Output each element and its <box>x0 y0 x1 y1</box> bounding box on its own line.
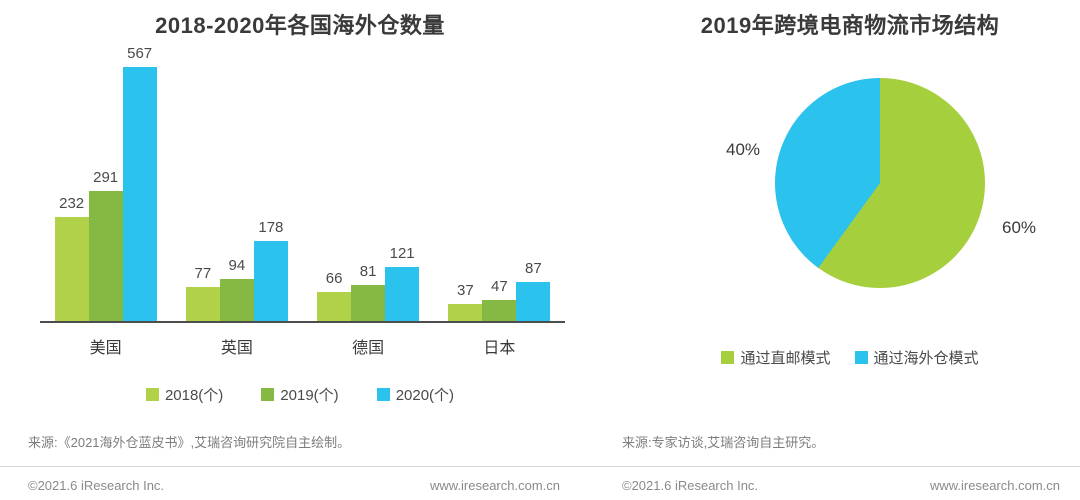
bar: 178 <box>253 219 288 321</box>
legend-label: 2020(个) <box>395 387 455 404</box>
x-axis-label: 英国 <box>220 340 253 357</box>
legend-label: 2018(个) <box>164 387 224 404</box>
bar-value-label: 66 <box>325 269 343 287</box>
bar-group-1: 232 291 567 <box>40 45 171 321</box>
bar: 81 <box>351 263 386 321</box>
pie-label-40-percent: 40% <box>726 140 761 159</box>
legend-label: 2019(个) <box>280 387 339 404</box>
legend-item: 2020(个) <box>376 384 455 405</box>
bar-value-label: 291 <box>93 168 119 186</box>
pie-label-60-percent: 60% <box>1002 218 1037 237</box>
bar-group-4: 37 47 87 <box>434 68 565 321</box>
x-axis-label: 日本 <box>483 340 516 357</box>
legend-label: 通过直邮模式 <box>740 350 831 367</box>
legend-swatch <box>721 351 735 364</box>
bar-category-row: 美国 英国 德国 日本 <box>40 334 565 358</box>
legend-swatch <box>854 351 868 364</box>
legend-swatch <box>376 388 390 401</box>
footer-divider <box>0 466 1080 467</box>
footer-right: ©2021.6 iResearch Inc. www.iresearch.com… <box>622 478 1060 493</box>
legend-item: 通过直邮模式 <box>721 347 831 368</box>
bar: 121 <box>385 245 420 321</box>
bar-value-label: 87 <box>525 260 542 278</box>
bar-value-label: 47 <box>491 278 508 295</box>
bar-value-label: 77 <box>194 264 212 282</box>
bar-chart-title: 2018-2020年各国海外仓数量 <box>155 13 445 38</box>
x-axis-label: 美国 <box>89 340 122 357</box>
bar-chart-panel: 2018-2020年各国海外仓数量 232 291 567 77 94 178 66 81 12… <box>0 13 600 450</box>
bar-value-label: 178 <box>258 219 284 237</box>
bar-value-label: 567 <box>127 45 153 63</box>
legend-item: 通过海外仓模式 <box>854 347 979 368</box>
bar: 291 <box>88 169 123 321</box>
copyright-text: ©2021.6 iResearch Inc. <box>622 478 759 493</box>
bar-value-label: 232 <box>59 195 85 213</box>
pie-chart-title: 2019年跨境电商物流市场结构 <box>700 13 1000 38</box>
bar-value-label: 94 <box>228 256 246 274</box>
bar-group-3: 66 81 121 <box>303 68 434 321</box>
legend-swatch <box>261 388 275 401</box>
bar: 37 <box>448 282 483 321</box>
website-text: www.iresearch.com.cn <box>929 478 1060 493</box>
bar: 94 <box>219 257 254 321</box>
bar-value-label: 37 <box>457 282 474 300</box>
pie-chart-panel: 2019年跨境电商物流市场结构 40% 60% 通过直邮模式 通过海外仓模式 来源… <box>620 0 1080 460</box>
bar-chart-legend: 2018(个) 2019(个) 2020(个) <box>0 384 600 405</box>
bar: 567 <box>122 45 157 321</box>
website-text: www.iresearch.com.cn <box>429 478 560 493</box>
bar-value-label: 121 <box>389 244 415 262</box>
bar-chart-source: 来源:《2021海外仓蓝皮书》,艾瑞咨询研究院自主绘制。 <box>28 435 351 450</box>
pie-chart-source: 来源:专家访谈,艾瑞咨询自主研究。 <box>622 435 825 450</box>
bar-group-2: 77 94 178 <box>171 68 302 321</box>
bar-plot: 232 291 567 77 94 178 66 81 121 37 47 87 <box>40 45 565 323</box>
legend-swatch <box>145 388 159 401</box>
pie-chart <box>775 78 985 288</box>
bar: 77 <box>185 265 220 321</box>
bar: 232 <box>54 195 89 321</box>
pie-chart-legend: 通过直邮模式 通过海外仓模式 <box>620 347 1080 368</box>
copyright-text: ©2021.6 iResearch Inc. <box>28 478 165 493</box>
legend-label: 通过海外仓模式 <box>873 350 979 367</box>
x-axis-label: 德国 <box>352 340 385 357</box>
legend-item: 2019(个) <box>261 384 339 405</box>
bar: 66 <box>317 270 352 321</box>
legend-item: 2018(个) <box>145 384 224 405</box>
bar: 47 <box>482 278 517 321</box>
bar: 87 <box>516 260 551 321</box>
footer-left: ©2021.6 iResearch Inc. www.iresearch.com… <box>28 478 560 493</box>
bar-value-label: 81 <box>359 262 377 280</box>
